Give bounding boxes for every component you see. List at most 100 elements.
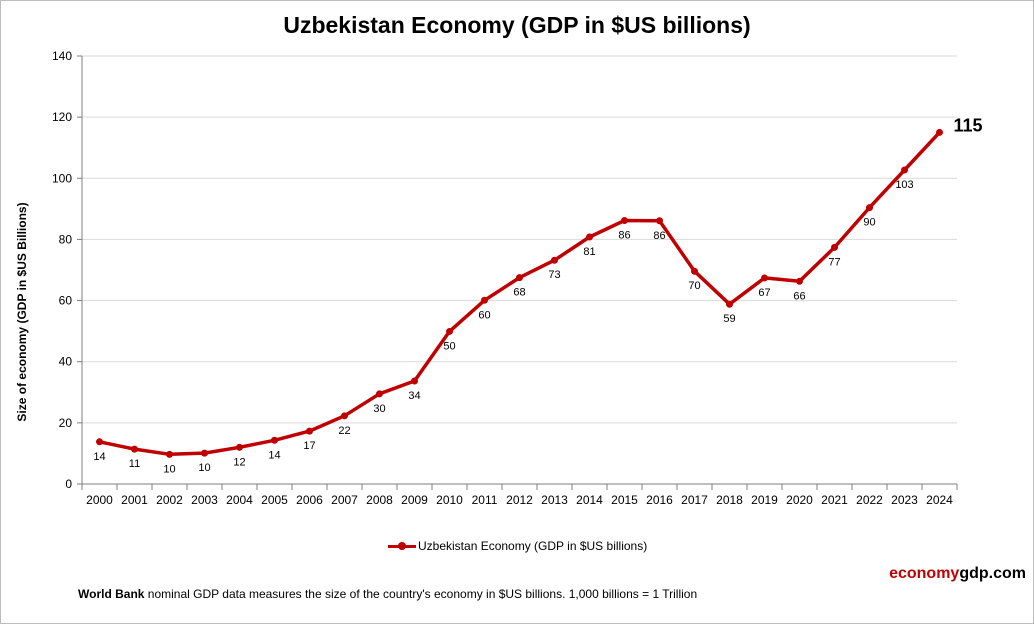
data-label: 81 [583, 246, 595, 258]
y-tick-label: 80 [59, 232, 73, 246]
x-tick-label: 2002 [156, 493, 183, 507]
data-label: 67 [758, 287, 770, 299]
data-label: 10 [163, 463, 175, 475]
y-tick-label: 20 [59, 416, 73, 430]
data-label: 77 [828, 256, 840, 268]
x-tick-label: 2013 [541, 493, 568, 507]
footnote-source: World Bank [78, 587, 145, 601]
y-tick-label: 100 [52, 171, 72, 185]
data-label: 86 [618, 229, 630, 241]
data-point [201, 449, 208, 457]
data-label: 12 [233, 456, 245, 468]
data-point [96, 438, 103, 446]
x-tick-label: 2009 [401, 493, 428, 507]
legend-label: Uzbekistan Economy (GDP in $US billions) [418, 539, 648, 553]
x-tick-label: 2022 [856, 493, 883, 507]
data-point [656, 217, 663, 225]
data-label: 115 [954, 115, 983, 135]
data-label: 34 [408, 390, 420, 402]
data-point [446, 327, 453, 335]
data-point [761, 274, 768, 282]
data-point [691, 267, 698, 275]
data-point [166, 450, 173, 458]
data-point [866, 204, 873, 212]
data-point [236, 443, 243, 451]
data-point [411, 377, 418, 385]
x-tick-label: 2018 [716, 493, 743, 507]
data-label: 103 [895, 179, 913, 191]
x-tick-label: 2010 [436, 493, 463, 507]
data-point [551, 256, 558, 264]
x-tick-label: 2000 [86, 493, 113, 507]
data-label: 14 [93, 451, 105, 463]
x-tick-label: 2015 [611, 493, 638, 507]
data-point [131, 445, 138, 453]
x-tick-label: 2016 [646, 493, 673, 507]
data-point [341, 412, 348, 420]
data-label: 90 [863, 217, 875, 229]
data-point [306, 427, 313, 435]
data-label: 66 [793, 290, 805, 302]
brand-logo[interactable]: economygdp.com [889, 565, 1026, 583]
x-tick-label: 2017 [681, 493, 708, 507]
legend-swatch [388, 541, 416, 551]
x-tick-label: 2007 [331, 493, 358, 507]
data-point [271, 436, 278, 444]
x-tick-label: 2011 [472, 493, 498, 507]
data-label: 70 [688, 280, 700, 292]
x-tick-label: 2001 [121, 493, 148, 507]
data-point [726, 300, 733, 308]
footnote: World Bank nominal GDP data measures the… [78, 587, 697, 601]
chart-title: Uzbekistan Economy (GDP in $US billions) [283, 12, 751, 38]
y-tick-label: 40 [59, 355, 73, 369]
data-point [901, 166, 908, 174]
data-label: 30 [373, 403, 385, 415]
y-tick-label: 0 [65, 477, 72, 491]
data-label: 68 [513, 287, 525, 299]
y-tick-labels: 0 20 40 60 80 100 120 140 [52, 49, 72, 491]
data-labels: 14 11 10 10 12 14 17 22 30 34 50 60 68 73 81 86 86 70 59 67… [93, 115, 982, 475]
brand-part-1: economy [889, 565, 960, 582]
data-label: 22 [338, 425, 350, 437]
x-tick-label: 2006 [296, 493, 323, 507]
data-label: 86 [653, 230, 665, 242]
x-tick-label: 2003 [191, 493, 218, 507]
y-tick-label: 120 [52, 110, 72, 124]
x-tick-label: 2004 [226, 493, 253, 507]
footnote-text: nominal GDP data measures the size of th… [144, 587, 698, 601]
brand-part-2: gdp.com [959, 565, 1026, 582]
y-tick-label: 140 [52, 49, 72, 63]
x-tick-label: 2012 [506, 493, 533, 507]
axes [77, 55, 958, 490]
data-label: 60 [478, 309, 490, 321]
x-tick-label: 2005 [261, 493, 288, 507]
legend: Uzbekistan Economy (GDP in $US billions) [388, 539, 647, 553]
x-tick-label: 2019 [751, 493, 778, 507]
x-tick-label: 2021 [821, 493, 848, 507]
data-point [796, 277, 803, 285]
data-label: 50 [443, 340, 455, 352]
data-point [376, 390, 383, 398]
x-tick-label: 2024 [926, 493, 953, 507]
series-group [96, 128, 943, 458]
data-point [481, 296, 488, 304]
data-label: 17 [303, 440, 315, 452]
data-label: 14 [268, 449, 280, 461]
data-label: 11 [129, 458, 140, 470]
x-tick-label: 2014 [576, 493, 603, 507]
data-point [936, 128, 943, 136]
data-point [586, 233, 593, 241]
y-tick-label: 60 [59, 294, 73, 308]
data-label: 73 [548, 269, 560, 281]
data-point [621, 216, 628, 224]
data-point [831, 243, 838, 251]
x-tick-labels: 2000 2001 2002 2003 2004 2005 2006 2007 2008 2009… [86, 493, 953, 507]
x-tick-label: 2008 [366, 493, 393, 507]
x-tick-label: 2023 [891, 493, 918, 507]
data-point [516, 274, 523, 282]
x-tick-label: 2020 [786, 493, 813, 507]
data-label: 10 [198, 462, 210, 474]
data-label: 59 [723, 313, 735, 325]
